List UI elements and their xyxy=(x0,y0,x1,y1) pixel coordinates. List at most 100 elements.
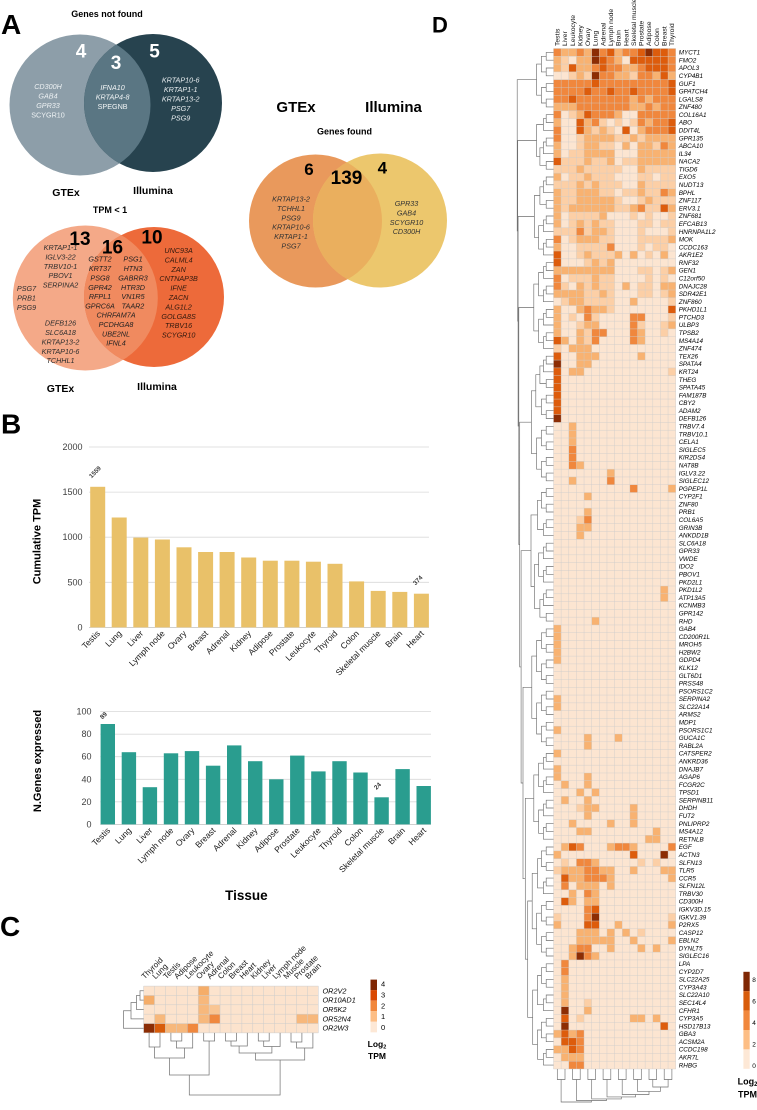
svg-text:PNLIPRP2: PNLIPRP2 xyxy=(679,821,710,828)
svg-text:SPATA4: SPATA4 xyxy=(679,361,702,368)
svg-text:SIGLEC12: SIGLEC12 xyxy=(679,478,710,485)
svg-text:IGLV3-22: IGLV3-22 xyxy=(45,252,75,261)
svg-text:ANKDD1B: ANKDD1B xyxy=(678,533,710,540)
svg-text:500: 500 xyxy=(67,577,82,587)
svg-text:GPR33: GPR33 xyxy=(679,548,700,555)
svg-text:CYP3A43: CYP3A43 xyxy=(679,984,707,991)
svg-text:ZAN: ZAN xyxy=(170,265,186,274)
svg-text:COL6A5: COL6A5 xyxy=(679,517,704,524)
svg-text:Adrenal: Adrenal xyxy=(600,22,607,46)
svg-text:FMO2: FMO2 xyxy=(679,57,697,64)
svg-text:KRTAP4-8: KRTAP4-8 xyxy=(96,93,130,102)
svg-text:KLK12: KLK12 xyxy=(679,665,699,672)
svg-text:Brain: Brain xyxy=(616,30,623,46)
svg-text:SLFN13: SLFN13 xyxy=(679,860,703,867)
svg-text:IGKV3D.15: IGKV3D.15 xyxy=(679,907,712,914)
svg-text:MS4A14: MS4A14 xyxy=(679,338,704,345)
svg-text:Illumina: Illumina xyxy=(137,381,177,393)
svg-text:0: 0 xyxy=(86,819,91,829)
svg-text:TAAR2: TAAR2 xyxy=(122,302,145,311)
svg-text:0: 0 xyxy=(77,622,82,632)
svg-text:DNAJB7: DNAJB7 xyxy=(679,766,704,773)
svg-text:3: 3 xyxy=(381,990,385,999)
svg-text:GPR142: GPR142 xyxy=(679,611,704,618)
svg-text:KRT37: KRT37 xyxy=(89,264,112,273)
svg-text:IGLV3.22: IGLV3.22 xyxy=(679,470,706,477)
svg-text:Illumina: Illumina xyxy=(365,99,422,116)
svg-text:6: 6 xyxy=(752,999,756,1006)
svg-text:CD300H: CD300H xyxy=(393,227,421,236)
svg-text:Leukocyte: Leukocyte xyxy=(570,15,577,46)
svg-text:Liver: Liver xyxy=(562,31,569,46)
svg-text:MS4A12: MS4A12 xyxy=(679,829,704,836)
svg-text:NUDT13: NUDT13 xyxy=(679,182,704,189)
svg-text:MROH5: MROH5 xyxy=(679,642,702,649)
svg-text:KCNMB3: KCNMB3 xyxy=(679,603,706,610)
svg-text:ABCA10: ABCA10 xyxy=(678,143,704,150)
svg-text:CALML4: CALML4 xyxy=(165,255,193,264)
svg-text:CD300H: CD300H xyxy=(34,82,62,91)
svg-text:PRB1: PRB1 xyxy=(17,293,36,302)
svg-text:DEFB126: DEFB126 xyxy=(679,416,707,423)
svg-text:B: B xyxy=(1,409,21,440)
svg-text:GPR33: GPR33 xyxy=(36,101,60,110)
svg-text:TRBV10-1: TRBV10-1 xyxy=(44,262,78,271)
svg-text:KRTAP10-6: KRTAP10-6 xyxy=(272,223,310,232)
svg-text:Genes not found: Genes not found xyxy=(71,9,143,19)
svg-text:Heart: Heart xyxy=(623,29,630,46)
svg-text:IDO2: IDO2 xyxy=(679,564,694,571)
svg-text:GPR135: GPR135 xyxy=(679,135,704,142)
svg-text:DDIT4L: DDIT4L xyxy=(679,128,701,135)
svg-text:SPATA45: SPATA45 xyxy=(679,385,706,392)
svg-text:Thyroid: Thyroid xyxy=(669,23,676,46)
svg-text:GTEx: GTEx xyxy=(47,383,75,395)
svg-text:UNC93A: UNC93A xyxy=(164,246,193,255)
svg-text:RHBG: RHBG xyxy=(679,1062,697,1069)
svg-text:EBLN2: EBLN2 xyxy=(679,938,700,945)
svg-text:N.Genes expressed: N.Genes expressed xyxy=(32,710,44,812)
svg-text:ADAM2: ADAM2 xyxy=(678,408,701,415)
svg-text:VN1R5: VN1R5 xyxy=(121,292,145,301)
svg-text:TEX26: TEX26 xyxy=(679,353,699,360)
svg-text:GUCA1C: GUCA1C xyxy=(679,735,706,742)
svg-text:P2RX5: P2RX5 xyxy=(679,922,700,929)
svg-text:TPM: TPM xyxy=(368,1051,386,1061)
svg-text:2: 2 xyxy=(752,1042,756,1049)
svg-text:CHRFAM7A: CHRFAM7A xyxy=(96,311,135,320)
svg-text:CELA1: CELA1 xyxy=(679,439,699,446)
svg-text:ZNF681: ZNF681 xyxy=(678,213,702,220)
svg-text:ULBP3: ULBP3 xyxy=(679,322,700,329)
svg-text:Ovary: Ovary xyxy=(585,27,592,46)
svg-text:ALG1L2: ALG1L2 xyxy=(164,302,191,311)
svg-text:SDR42E1: SDR42E1 xyxy=(679,291,707,298)
svg-text:ACTN3: ACTN3 xyxy=(678,852,700,859)
svg-text:MDP1: MDP1 xyxy=(679,720,697,727)
svg-text:SLC22A14: SLC22A14 xyxy=(679,704,710,711)
svg-text:2: 2 xyxy=(381,1001,385,1010)
svg-text:40: 40 xyxy=(81,774,91,784)
svg-text:16: 16 xyxy=(102,238,123,259)
svg-text:RHD: RHD xyxy=(679,618,693,625)
svg-text:GAB4: GAB4 xyxy=(397,208,416,217)
svg-text:SLFN12L: SLFN12L xyxy=(679,883,706,890)
svg-text:FCGR2C: FCGR2C xyxy=(679,782,706,789)
svg-text:CD200R1L: CD200R1L xyxy=(679,634,711,641)
svg-text:Lung: Lung xyxy=(593,31,600,46)
svg-text:Testis: Testis xyxy=(555,28,562,46)
svg-text:PSG9: PSG9 xyxy=(281,213,300,222)
svg-text:OR10AD1: OR10AD1 xyxy=(323,996,356,1005)
svg-text:GTEx: GTEx xyxy=(276,99,316,116)
svg-text:100: 100 xyxy=(76,707,91,717)
svg-text:EGF: EGF xyxy=(679,844,693,851)
svg-text:ANKRD36: ANKRD36 xyxy=(678,759,709,766)
svg-text:24: 24 xyxy=(373,781,383,791)
svg-text:ZNF474: ZNF474 xyxy=(678,346,702,353)
svg-text:1000: 1000 xyxy=(62,532,82,542)
svg-text:PSG7: PSG7 xyxy=(17,284,37,293)
svg-text:GLT6D1: GLT6D1 xyxy=(679,673,703,680)
svg-text:RETNLB: RETNLB xyxy=(679,836,705,843)
svg-text:Tissue: Tissue xyxy=(225,888,268,903)
svg-text:ZNF860: ZNF860 xyxy=(678,299,702,306)
svg-text:PKD1L2: PKD1L2 xyxy=(679,587,703,594)
svg-text:5: 5 xyxy=(149,42,160,63)
